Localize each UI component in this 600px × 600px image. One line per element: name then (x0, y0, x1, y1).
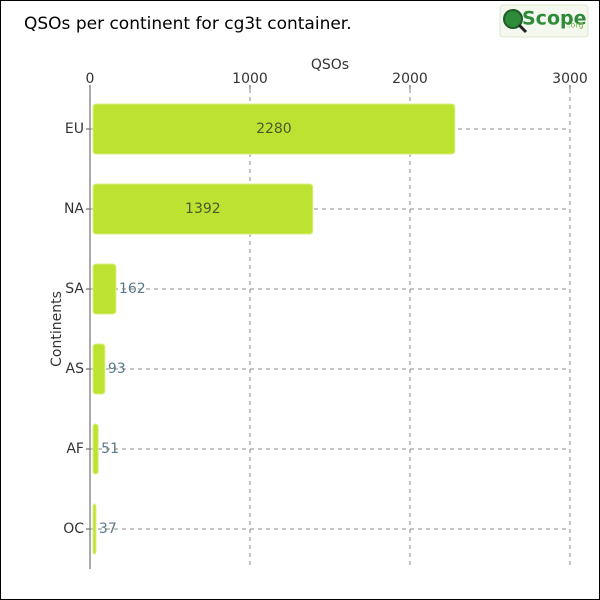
value-label: 162 (119, 281, 146, 297)
y-tick-label: OC (63, 521, 84, 537)
value-label: 93 (108, 361, 126, 377)
x-tick-label: 1000 (232, 71, 268, 87)
x-tick-label: 3000 (552, 71, 588, 87)
logo-domain: .org (568, 21, 584, 30)
y-tick-label: AS (66, 361, 85, 377)
bar (92, 103, 456, 155)
x-tick-label: 2000 (392, 71, 428, 87)
value-label: 51 (101, 441, 119, 457)
x-axis-label: QSOs (311, 57, 349, 73)
logo-globe (503, 9, 523, 29)
value-label: 37 (99, 521, 117, 537)
y-tick-label: SA (65, 281, 84, 297)
logo-handle (517, 23, 528, 34)
logo: Scope .org (499, 4, 589, 38)
value-label: 2280 (256, 121, 292, 137)
bar (92, 183, 314, 235)
logo-name: Scope (522, 8, 587, 30)
bar (92, 263, 117, 315)
y-tick-label: EU (65, 121, 84, 137)
chart-title: QSOs per continent for cg3t container. (24, 14, 352, 34)
y-tick-label: NA (64, 201, 84, 217)
bar (92, 343, 106, 395)
bar (92, 423, 99, 475)
value-label: 1392 (185, 201, 221, 217)
x-tick-label: 0 (86, 71, 95, 87)
y-tick-label: AF (66, 441, 84, 457)
y-axis-label: Continents (49, 291, 65, 367)
bar (92, 503, 97, 555)
